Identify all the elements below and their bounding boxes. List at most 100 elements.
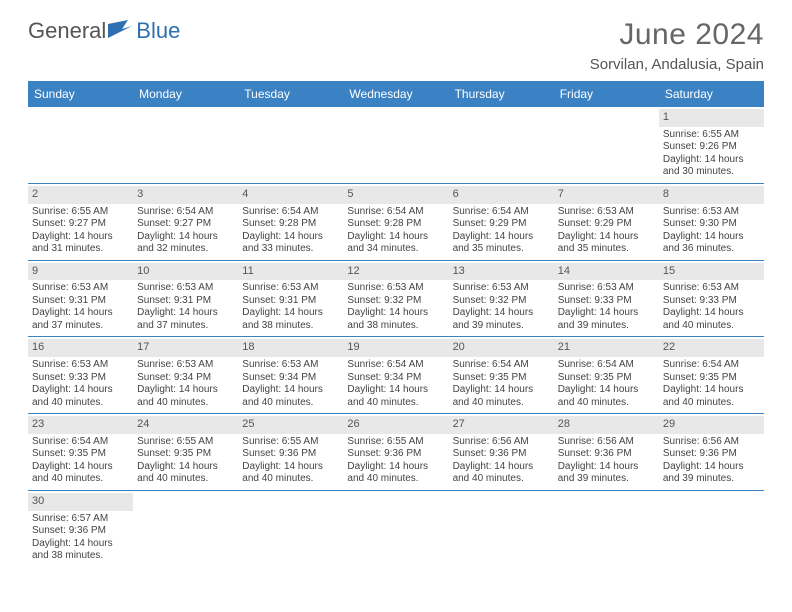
empty-cell xyxy=(554,107,659,183)
daylight-line: Daylight: 14 hours and 40 minutes. xyxy=(347,461,444,486)
day-cell: 21Sunrise: 6:54 AMSunset: 9:35 PMDayligh… xyxy=(554,337,659,413)
sunset-line: Sunset: 9:28 PM xyxy=(242,218,339,231)
daylight-line: Daylight: 14 hours and 31 minutes. xyxy=(32,231,129,256)
daylight-line: Daylight: 14 hours and 40 minutes. xyxy=(663,307,760,332)
daylight-line: Daylight: 14 hours and 39 minutes. xyxy=(453,307,550,332)
daylight-line: Daylight: 14 hours and 34 minutes. xyxy=(347,231,444,256)
sunset-line: Sunset: 9:32 PM xyxy=(347,295,444,308)
weeks-container: 1Sunrise: 6:55 AMSunset: 9:26 PMDaylight… xyxy=(28,107,764,567)
daylight-line: Daylight: 14 hours and 40 minutes. xyxy=(453,461,550,486)
day-number: 2 xyxy=(28,186,133,204)
sunset-line: Sunset: 9:33 PM xyxy=(663,295,760,308)
day-header: Saturday xyxy=(659,81,764,107)
sunrise-line: Sunrise: 6:54 AM xyxy=(347,206,444,219)
empty-cell xyxy=(28,107,133,183)
sunrise-line: Sunrise: 6:56 AM xyxy=(663,436,760,449)
sunrise-line: Sunrise: 6:53 AM xyxy=(137,282,234,295)
day-header: Thursday xyxy=(449,81,554,107)
week-row: 30Sunrise: 6:57 AMSunset: 9:36 PMDayligh… xyxy=(28,491,764,567)
day-number: 23 xyxy=(28,416,133,434)
day-header: Wednesday xyxy=(343,81,448,107)
sunrise-line: Sunrise: 6:55 AM xyxy=(32,206,129,219)
sunset-line: Sunset: 9:32 PM xyxy=(453,295,550,308)
day-number: 11 xyxy=(238,263,343,281)
sunset-line: Sunset: 9:31 PM xyxy=(137,295,234,308)
daylight-line: Daylight: 14 hours and 38 minutes. xyxy=(347,307,444,332)
daylight-line: Daylight: 14 hours and 40 minutes. xyxy=(663,384,760,409)
sunrise-line: Sunrise: 6:53 AM xyxy=(663,206,760,219)
day-number: 7 xyxy=(554,186,659,204)
logo-text-general: General xyxy=(28,18,106,44)
sunrise-line: Sunrise: 6:56 AM xyxy=(453,436,550,449)
sunset-line: Sunset: 9:26 PM xyxy=(663,141,760,154)
day-cell: 16Sunrise: 6:53 AMSunset: 9:33 PMDayligh… xyxy=(28,337,133,413)
sunrise-line: Sunrise: 6:53 AM xyxy=(453,282,550,295)
sunset-line: Sunset: 9:34 PM xyxy=(242,372,339,385)
daylight-line: Daylight: 14 hours and 40 minutes. xyxy=(242,461,339,486)
sunrise-line: Sunrise: 6:55 AM xyxy=(137,436,234,449)
week-row: 1Sunrise: 6:55 AMSunset: 9:26 PMDaylight… xyxy=(28,107,764,184)
sunrise-line: Sunrise: 6:54 AM xyxy=(32,436,129,449)
sunset-line: Sunset: 9:33 PM xyxy=(558,295,655,308)
sunset-line: Sunset: 9:36 PM xyxy=(558,448,655,461)
sunrise-line: Sunrise: 6:55 AM xyxy=(242,436,339,449)
day-number: 24 xyxy=(133,416,238,434)
day-cell: 22 Sunrise: 6:54 AMSunset: 9:35 PMDayligh… xyxy=(659,337,764,413)
daylight-line: Daylight: 14 hours and 37 minutes. xyxy=(32,307,129,332)
day-number: 6 xyxy=(449,186,554,204)
day-cell: 20Sunrise: 6:54 AMSunset: 9:35 PMDayligh… xyxy=(449,337,554,413)
daylight-line: Daylight: 14 hours and 40 minutes. xyxy=(453,384,550,409)
daylight-line: Daylight: 14 hours and 35 minutes. xyxy=(558,231,655,256)
empty-cell xyxy=(343,107,448,183)
daylight-line: Daylight: 14 hours and 37 minutes. xyxy=(137,307,234,332)
empty-cell xyxy=(343,491,448,567)
daylight-line: Daylight: 14 hours and 40 minutes. xyxy=(137,384,234,409)
daylight-line: Daylight: 14 hours and 32 minutes. xyxy=(137,231,234,256)
day-cell: 4Sunrise: 6:54 AMSunset: 9:28 PMDaylight… xyxy=(238,184,343,260)
day-header: Monday xyxy=(133,81,238,107)
sunrise-line: Sunrise: 6:54 AM xyxy=(453,206,550,219)
day-cell: 28Sunrise: 6:56 AMSunset: 9:36 PMDayligh… xyxy=(554,414,659,490)
sunrise-line: Sunrise: 6:54 AM xyxy=(663,359,760,372)
empty-cell xyxy=(133,107,238,183)
day-number: 8 xyxy=(659,186,764,204)
sunset-line: Sunset: 9:29 PM xyxy=(453,218,550,231)
day-header: Friday xyxy=(554,81,659,107)
day-number: 30 xyxy=(28,493,133,511)
daylight-line: Daylight: 14 hours and 33 minutes. xyxy=(242,231,339,256)
sunset-line: Sunset: 9:36 PM xyxy=(347,448,444,461)
day-cell: 13Sunrise: 6:53 AMSunset: 9:32 PMDayligh… xyxy=(449,261,554,337)
day-cell: 27 Sunrise: 6:56 AMSunset: 9:36 PMDayligh… xyxy=(449,414,554,490)
day-header-row: SundayMondayTuesdayWednesdayThursdayFrid… xyxy=(28,81,764,107)
week-row: 2Sunrise: 6:55 AMSunset: 9:27 PMDaylight… xyxy=(28,184,764,261)
day-cell: 6Sunrise: 6:54 AMSunset: 9:29 PMDaylight… xyxy=(449,184,554,260)
sunrise-line: Sunrise: 6:53 AM xyxy=(137,359,234,372)
logo: General Blue xyxy=(28,18,180,44)
empty-cell xyxy=(238,491,343,567)
sunset-line: Sunset: 9:34 PM xyxy=(347,372,444,385)
sunrise-line: Sunrise: 6:53 AM xyxy=(558,282,655,295)
empty-cell xyxy=(449,491,554,567)
location-label: Sorvilan, Andalusia, Spain xyxy=(590,56,764,73)
sunset-line: Sunset: 9:36 PM xyxy=(453,448,550,461)
week-row: 9Sunrise: 6:53 AMSunset: 9:31 PMDaylight… xyxy=(28,261,764,338)
sunrise-line: Sunrise: 6:56 AM xyxy=(558,436,655,449)
day-number: 27 xyxy=(449,416,554,434)
day-cell: 30Sunrise: 6:57 AMSunset: 9:36 PMDayligh… xyxy=(28,491,133,567)
logo-text-blue: Blue xyxy=(136,18,180,44)
daylight-line: Daylight: 14 hours and 39 minutes. xyxy=(558,307,655,332)
sunrise-line: Sunrise: 6:53 AM xyxy=(32,359,129,372)
sunrise-line: Sunrise: 6:57 AM xyxy=(32,513,129,526)
day-number: 4 xyxy=(238,186,343,204)
day-number: 17 xyxy=(133,339,238,357)
day-number: 15 xyxy=(659,263,764,281)
day-cell: 10Sunrise: 6:53 AMSunset: 9:31 PMDayligh… xyxy=(133,261,238,337)
day-number: 22 xyxy=(659,339,764,357)
sunset-line: Sunset: 9:35 PM xyxy=(663,372,760,385)
sunset-line: Sunset: 9:36 PM xyxy=(663,448,760,461)
day-cell: 18Sunrise: 6:53 AMSunset: 9:34 PMDayligh… xyxy=(238,337,343,413)
day-cell: 26Sunrise: 6:55 AMSunset: 9:36 PMDayligh… xyxy=(343,414,448,490)
day-number: 9 xyxy=(28,263,133,281)
daylight-line: Daylight: 14 hours and 40 minutes. xyxy=(242,384,339,409)
daylight-line: Daylight: 14 hours and 38 minutes. xyxy=(242,307,339,332)
